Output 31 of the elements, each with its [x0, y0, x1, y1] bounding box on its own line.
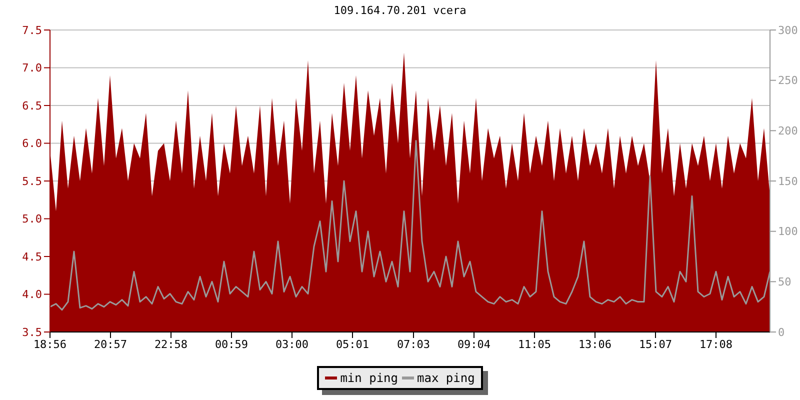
y2-tick-label: 300 — [778, 24, 798, 37]
y-tick-label: 4.0 — [22, 288, 42, 302]
y-tick-label: 5.0 — [22, 212, 42, 226]
chart-title: 109.164.70.201 vcera — [332, 4, 468, 17]
y-tick-label: 5.5 — [22, 174, 42, 188]
x-tick-label: 17:08 — [699, 338, 733, 351]
y-tick-label: 7.5 — [22, 24, 42, 37]
x-tick-label: 11:05 — [518, 338, 552, 351]
x-tick-label: 00:59 — [214, 338, 248, 351]
x-tick-label: 22:58 — [154, 338, 188, 351]
y-tick-label: 6.0 — [22, 137, 42, 150]
x-tick-label: 07:03 — [396, 338, 430, 351]
y2-tick-label: 200 — [778, 124, 798, 138]
legend-label: max ping — [416, 371, 475, 385]
x-tick-label: 05:01 — [336, 338, 370, 351]
y2-tick-label: 100 — [778, 225, 798, 238]
y2-tick-label: 0 — [778, 326, 785, 339]
legend-label: min ping — [339, 371, 398, 385]
x-tick-label: 03:00 — [275, 338, 309, 351]
x-tick-label: 18:56 — [33, 338, 67, 351]
y-tick-label: 7.0 — [22, 62, 42, 75]
x-tick-label: 13:06 — [578, 338, 612, 351]
y-tick-label: 3.5 — [22, 326, 42, 339]
x-tick-label: 09:04 — [457, 338, 491, 351]
y-tick-label: 6.5 — [22, 99, 42, 112]
y2-tick-label: 150 — [778, 174, 798, 188]
y2-tick-label: 250 — [778, 74, 798, 88]
y-tick-label: 4.5 — [22, 250, 42, 264]
x-tick-label: 20:57 — [94, 338, 128, 351]
x-tick-label: 15:07 — [638, 338, 672, 351]
y2-tick-label: 50 — [778, 276, 792, 289]
